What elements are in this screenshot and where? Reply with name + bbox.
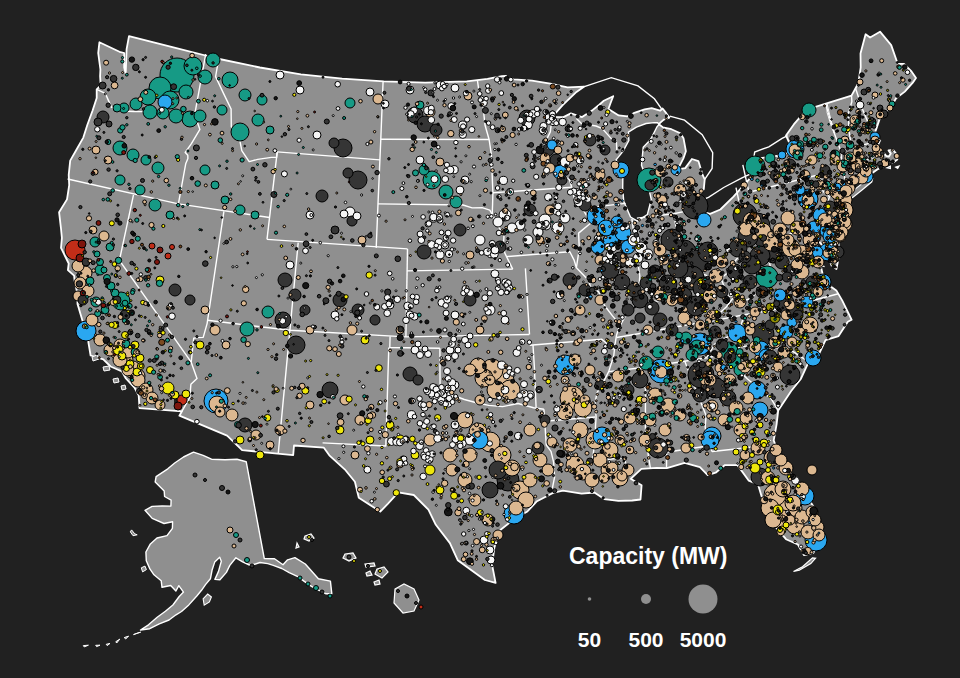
- svg-text:5000: 5000: [680, 628, 727, 651]
- svg-text:500: 500: [628, 628, 663, 651]
- svg-text:50: 50: [578, 628, 601, 651]
- svg-text:Capacity (MW): Capacity (MW): [569, 543, 727, 569]
